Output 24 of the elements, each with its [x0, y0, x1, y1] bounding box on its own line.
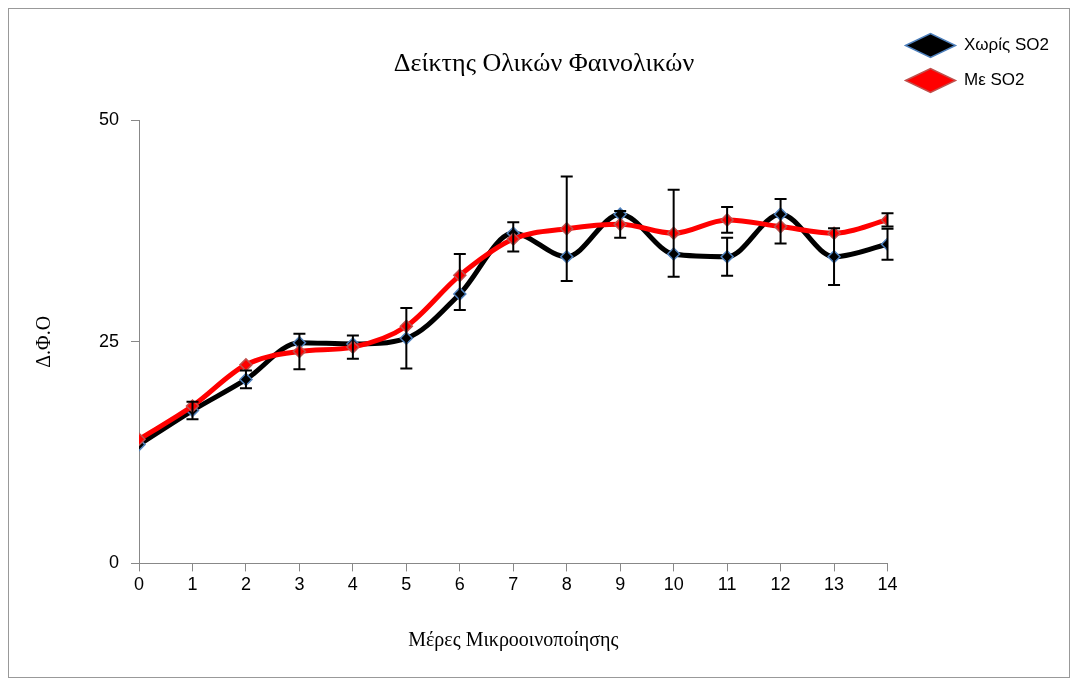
- x-tick-label: 1: [187, 574, 198, 595]
- legend-label: Χωρίς SO2: [964, 35, 1050, 55]
- x-tick-label: 8: [561, 574, 572, 595]
- x-tick-label: 9: [615, 574, 626, 595]
- legend-label: Με SO2: [964, 70, 1025, 90]
- x-tick-label: 13: [824, 574, 845, 595]
- x-tick-label: 6: [454, 574, 465, 595]
- x-tick-label: 11: [717, 574, 737, 595]
- x-tick-label: 7: [508, 574, 519, 595]
- x-tick-label: 5: [401, 574, 412, 595]
- y-tick-label: 50: [98, 109, 120, 130]
- x-tick-label: 3: [294, 574, 305, 595]
- chart-title: Δείκτης Ολικών Φαινολικών: [393, 48, 695, 78]
- x-tick-label: 10: [663, 574, 684, 595]
- point: [239, 358, 253, 372]
- x-tick-label: 0: [134, 574, 145, 595]
- x-axis-title: Μέρες Μικροοινοποίησης: [408, 628, 619, 652]
- y-tick-label: 0: [109, 552, 120, 573]
- x-tick-label: 2: [240, 574, 251, 595]
- x-tick-label: 12: [770, 574, 791, 595]
- y-tick-label: 25: [98, 330, 120, 351]
- x-tick-label: 14: [877, 574, 898, 595]
- y-axis-title: Δ.Φ.Ο: [32, 315, 55, 368]
- x-tick-label: 4: [347, 574, 358, 595]
